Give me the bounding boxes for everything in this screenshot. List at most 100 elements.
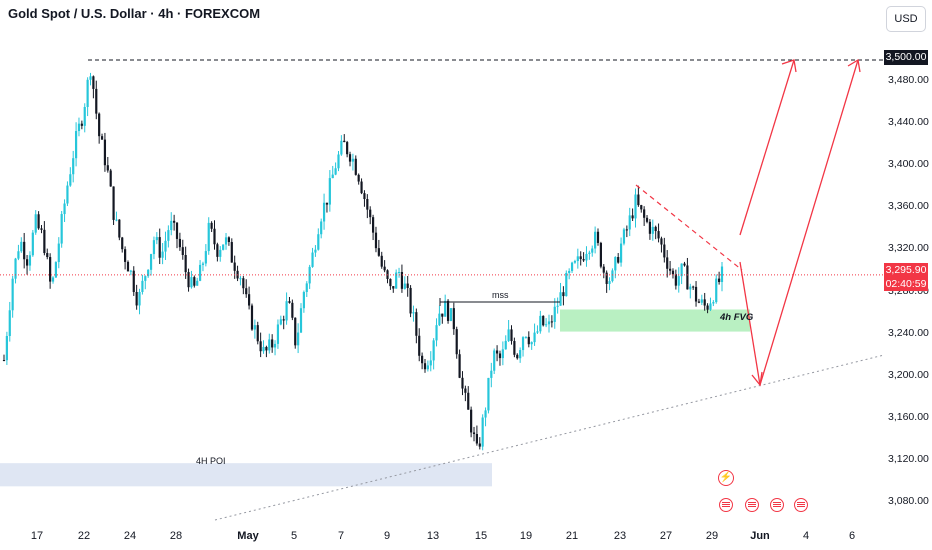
candle-body (207, 222, 210, 252)
candle-body (455, 329, 458, 355)
candle-body (294, 317, 297, 346)
candle-body (435, 325, 438, 341)
candle-body (579, 256, 582, 260)
candle-body (248, 294, 251, 306)
candle-body (314, 249, 317, 253)
y-tick-label: 3,480.00 (888, 74, 929, 87)
candle-body (683, 263, 686, 266)
candle-body (245, 288, 248, 295)
x-tick-label: 17 (30, 530, 44, 542)
candle-body (524, 336, 528, 338)
currency-selector[interactable]: USD (886, 6, 926, 32)
candle-body (155, 237, 158, 241)
candle-body (562, 292, 565, 297)
candle-body (395, 272, 398, 289)
candle-body (545, 324, 548, 326)
candle-body (328, 178, 331, 205)
candle-body (706, 305, 709, 310)
candle-body (83, 106, 86, 126)
candle-body (348, 154, 352, 162)
candle-body (265, 346, 268, 351)
candle-body (60, 214, 63, 244)
x-tick-label: 24 (123, 530, 137, 542)
candle-body (591, 248, 594, 253)
candle-body (377, 248, 380, 256)
candle-body (637, 194, 640, 206)
projection-arrow-head (847, 58, 861, 73)
candle-body (63, 203, 66, 215)
candle-body (389, 278, 392, 287)
candle-body (539, 315, 542, 332)
candle-body (242, 278, 245, 289)
candle-body (51, 277, 55, 282)
candle-body (513, 341, 516, 355)
candle-body (498, 353, 502, 359)
lightning-event-icon[interactable]: ⚡ (718, 470, 734, 486)
candle-body (406, 283, 409, 288)
candle-body (605, 272, 608, 284)
candle-body (100, 136, 104, 140)
candle-body (66, 185, 69, 204)
candle-body (141, 280, 144, 292)
candle-body (69, 174, 72, 186)
us-flag-event-icon[interactable] (770, 498, 784, 512)
candle-body (565, 272, 568, 297)
candle-body (631, 215, 634, 219)
candle-body (432, 340, 435, 361)
candle-body (588, 252, 591, 254)
candle-body (628, 215, 631, 230)
candle-body (634, 194, 637, 219)
us-flag-event-icon[interactable] (719, 498, 733, 512)
candle-body (487, 377, 490, 411)
projection-arrow-head (781, 59, 797, 73)
candle-body (77, 123, 81, 132)
candle-body (354, 158, 357, 175)
candle-body (213, 228, 216, 245)
us-flag-event-icon[interactable] (794, 498, 808, 512)
candle-body (25, 259, 29, 266)
candle-body (288, 301, 291, 303)
candle-body (446, 300, 450, 321)
candle-body (530, 342, 533, 345)
candle-body (573, 261, 577, 263)
candle-body (599, 242, 602, 267)
candle-body (547, 321, 551, 325)
candle-body (423, 363, 427, 370)
candle-body (452, 308, 455, 330)
candle-body (671, 270, 675, 275)
candle-body (371, 217, 375, 233)
y-tick-label: 3,440.00 (888, 116, 929, 129)
candle-body (654, 226, 657, 232)
candle-body (271, 339, 274, 348)
candle-body (322, 202, 326, 222)
x-tick-label: 5 (290, 530, 298, 542)
us-flag-event-icon[interactable] (745, 498, 759, 512)
x-tick-label: 28 (169, 530, 183, 542)
candle-body (686, 265, 689, 290)
candle-body (668, 268, 672, 271)
candle-body (617, 257, 620, 263)
projection-arrow (739, 59, 859, 386)
candle-body (259, 341, 262, 352)
candle-body (608, 281, 611, 284)
candle-body (553, 306, 556, 322)
candle-body (149, 254, 153, 270)
candle-body (602, 266, 605, 273)
candle-body (193, 277, 196, 286)
candle-body (74, 131, 78, 159)
candle-body (49, 257, 52, 282)
target-price-label: 3,500.00 (884, 50, 928, 65)
candle-body (666, 257, 669, 269)
mss-label: mss (492, 290, 509, 300)
candle-body (54, 262, 58, 278)
candle-body (521, 337, 525, 351)
symbol-title[interactable]: Gold Spot / U.S. Dollar · 4h · FOREXCOM (8, 6, 261, 21)
candle-body (227, 237, 231, 243)
countdown-label: 02:40:59 (884, 277, 928, 291)
candle-body (559, 292, 562, 306)
candle-body (297, 332, 300, 346)
candle-body (14, 258, 17, 279)
candle-body (132, 270, 135, 293)
candle-body (302, 292, 305, 309)
